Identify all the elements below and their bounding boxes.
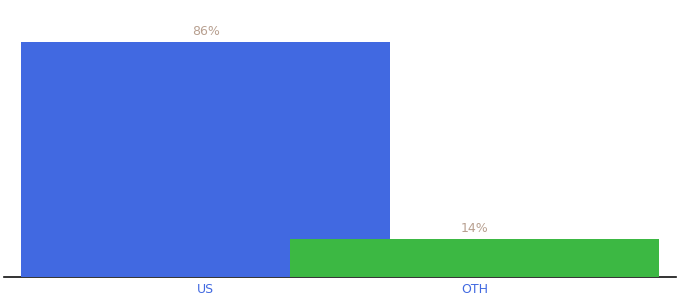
Text: 14%: 14% [460,222,488,235]
Bar [21,42,390,277]
Bar [290,239,659,277]
Text: 86%: 86% [192,25,220,38]
